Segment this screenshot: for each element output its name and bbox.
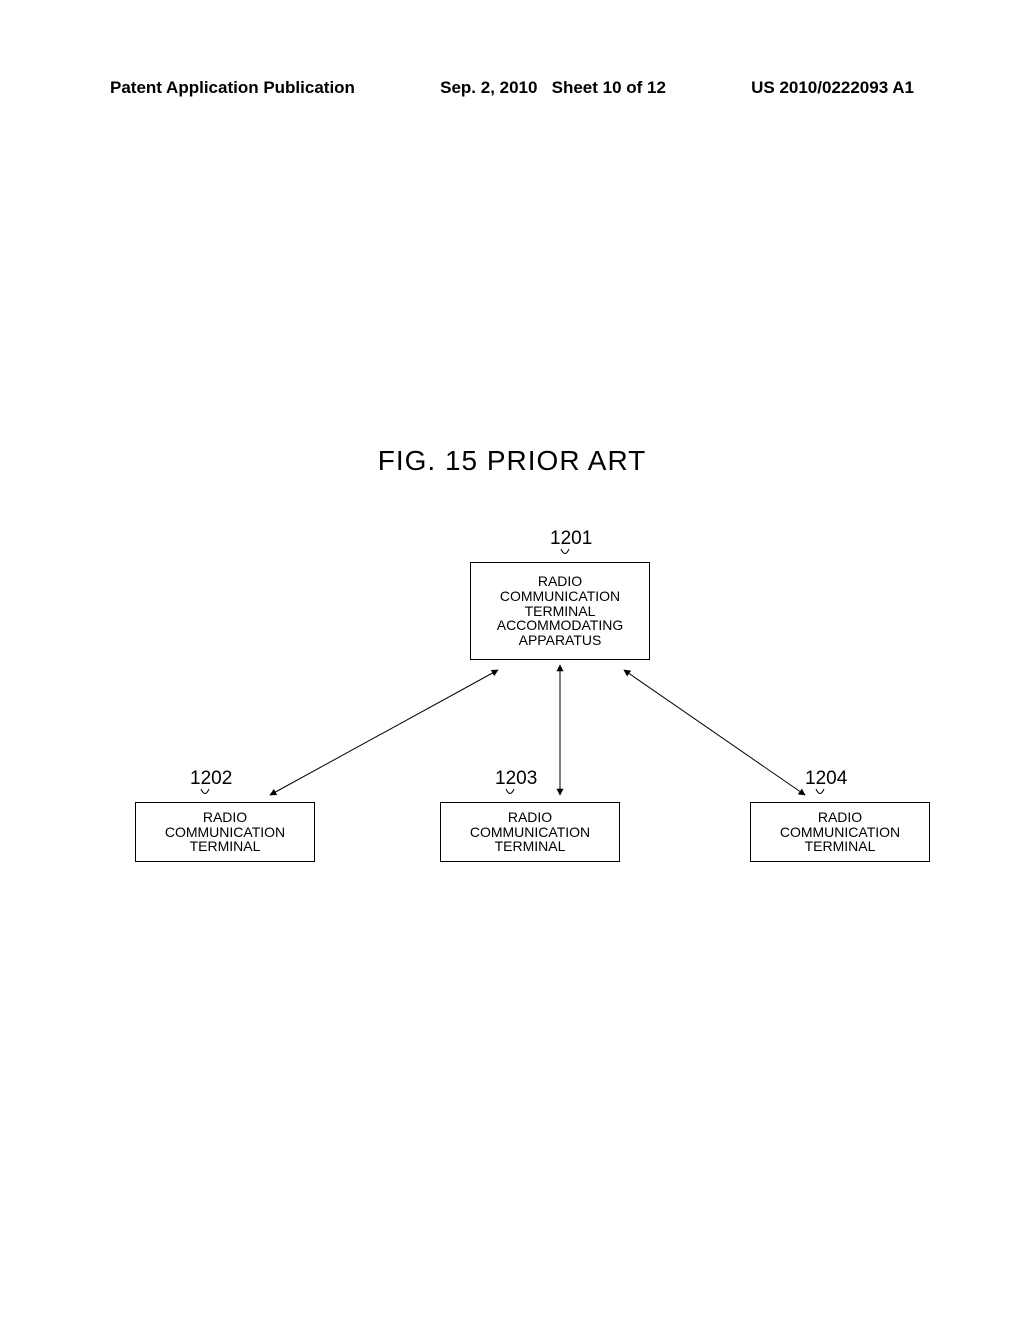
box-mid-line2: COMMUNICATION [441, 825, 619, 840]
ref-tick-1204 [815, 788, 825, 802]
box-top: RADIO COMMUNICATION TERMINAL ACCOMMODATI… [470, 562, 650, 660]
diagram-connectors [0, 0, 1024, 1320]
box-left-line3: TERMINAL [136, 839, 314, 854]
box-top-line4: ACCOMMODATING [471, 618, 649, 633]
ref-tick-1201 [560, 548, 570, 562]
ref-label-1201: 1201 [550, 528, 592, 550]
box-top-line3: TERMINAL [471, 604, 649, 619]
box-top-line1: RADIO [471, 574, 649, 589]
box-left-line1: RADIO [136, 810, 314, 825]
ref-tick-1202 [200, 788, 210, 802]
ref-label-1202: 1202 [190, 768, 232, 790]
figure-title: FIG. 15 PRIOR ART [0, 445, 1024, 477]
ref-tick-1203 [505, 788, 515, 802]
box-mid-line1: RADIO [441, 810, 619, 825]
box-right: RADIO COMMUNICATION TERMINAL [750, 802, 930, 862]
box-left: RADIO COMMUNICATION TERMINAL [135, 802, 315, 862]
box-right-line2: COMMUNICATION [751, 825, 929, 840]
header-center: Sep. 2, 2010 Sheet 10 of 12 [440, 78, 666, 98]
box-right-line1: RADIO [751, 810, 929, 825]
ref-label-1203: 1203 [495, 768, 537, 790]
ref-label-1204: 1204 [805, 768, 847, 790]
header-left: Patent Application Publication [110, 78, 355, 98]
box-left-line2: COMMUNICATION [136, 825, 314, 840]
box-right-line3: TERMINAL [751, 839, 929, 854]
page-header: Patent Application Publication Sep. 2, 2… [0, 78, 1024, 98]
box-mid: RADIO COMMUNICATION TERMINAL [440, 802, 620, 862]
box-top-line2: COMMUNICATION [471, 589, 649, 604]
box-mid-line3: TERMINAL [441, 839, 619, 854]
header-right: US 2010/0222093 A1 [751, 78, 914, 98]
box-top-line5: APPARATUS [471, 633, 649, 648]
